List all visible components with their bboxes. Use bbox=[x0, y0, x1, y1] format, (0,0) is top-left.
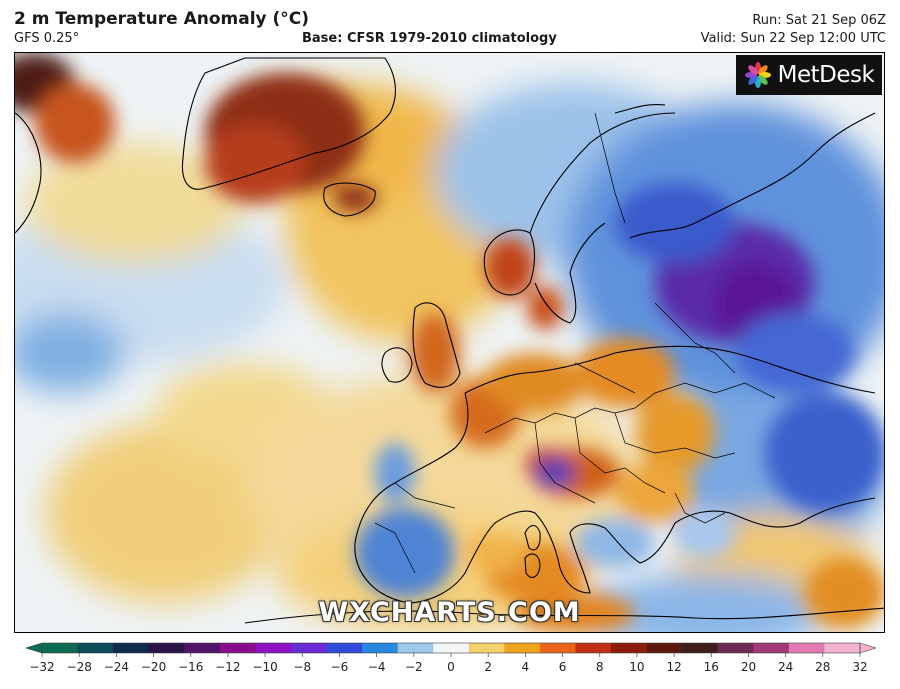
colorbar-cell bbox=[113, 643, 150, 653]
colorbar-cell bbox=[504, 643, 541, 653]
great-britain-outline bbox=[412, 302, 461, 388]
colorbar-cell bbox=[326, 643, 363, 653]
colorbar-min-arrow bbox=[26, 642, 43, 654]
colorbar-max-arrow bbox=[859, 642, 876, 654]
colorbar-cell bbox=[682, 643, 719, 653]
border-line bbox=[374, 522, 416, 574]
colorbar-cell bbox=[753, 643, 790, 653]
colorbar-tick-label: 24 bbox=[778, 660, 793, 674]
corsica-outline bbox=[524, 524, 541, 551]
metdesk-logo: MetDesk bbox=[736, 55, 882, 95]
anomaly-map[interactable]: MetDesk WXCHARTS.COM bbox=[14, 52, 885, 633]
colorbar-cell bbox=[184, 643, 221, 653]
detail-anomaly-layer bbox=[15, 53, 884, 632]
border-line bbox=[484, 407, 636, 434]
colorbar-tick-label: 20 bbox=[741, 660, 756, 674]
colorbar-cell bbox=[575, 643, 612, 653]
colorbar-cell bbox=[611, 643, 648, 653]
colorbar-tick-label: −24 bbox=[104, 660, 129, 674]
climatology-base-label: Base: CFSR 1979-2010 climatology bbox=[302, 31, 557, 46]
border-line bbox=[574, 362, 636, 394]
colorbar-cell bbox=[42, 643, 79, 653]
colorbar-cell bbox=[148, 643, 185, 653]
colorbar-tick-label: −16 bbox=[178, 660, 203, 674]
valid-time-label: Valid: Sun 22 Sep 12:00 UTC bbox=[700, 31, 886, 46]
border-line bbox=[614, 412, 736, 459]
run-time-label: Run: Sat 21 Sep 06Z bbox=[752, 13, 886, 28]
iceland-outline bbox=[323, 182, 376, 217]
colorbar-cell bbox=[433, 643, 470, 653]
map-title: 2 m Temperature Anomaly (°C) bbox=[14, 9, 310, 29]
sardinia-outline bbox=[524, 553, 541, 578]
colorbar-tick-label: 12 bbox=[666, 660, 681, 674]
border-line bbox=[674, 492, 726, 524]
scandinavia-outline bbox=[529, 112, 676, 324]
anomaly-field bbox=[15, 53, 884, 632]
wxcharts-watermark: WXCHARTS.COM bbox=[318, 597, 581, 628]
border-line bbox=[394, 482, 456, 509]
colorbar-cell bbox=[255, 643, 292, 653]
border-line bbox=[634, 382, 776, 409]
metdesk-flower-icon bbox=[744, 62, 771, 88]
colorbar-tick-label: −2 bbox=[405, 660, 423, 674]
colorbar-tick-label: −20 bbox=[141, 660, 166, 674]
colorbar-tick-label: −32 bbox=[29, 660, 54, 674]
north-africa-coastline bbox=[244, 607, 884, 624]
border-line bbox=[574, 417, 666, 494]
colorbar-tick-label: −12 bbox=[215, 660, 240, 674]
border-line bbox=[534, 422, 596, 504]
colorbar-cell bbox=[468, 643, 505, 653]
country-borders bbox=[374, 112, 776, 574]
colorbar-tick-label: −28 bbox=[67, 660, 92, 674]
greenland-outline bbox=[181, 57, 396, 190]
colorbar-cell bbox=[290, 643, 328, 653]
colorbar-tick-label: 10 bbox=[629, 660, 644, 674]
colorbar-tick-label: 4 bbox=[522, 660, 530, 674]
color-scale-labels: −32 −28 −24 −20 −16 −12 −10 −8 −6 −4 −2 0 2 4 6 8 10 12 16… bbox=[29, 653, 868, 674]
colorbar-tick-label: 0 bbox=[447, 660, 455, 674]
colorbar-tick-label: 28 bbox=[815, 660, 830, 674]
model-label: GFS 0.25° bbox=[14, 31, 80, 46]
colorbar-cell bbox=[362, 643, 399, 653]
border-line bbox=[654, 302, 736, 374]
color-scale-cells bbox=[26, 642, 876, 654]
colorbar-tick-label: −8 bbox=[293, 660, 311, 674]
colorbar-cell bbox=[397, 643, 434, 653]
colorbar-cell bbox=[824, 643, 861, 653]
metdesk-logo-text: MetDesk bbox=[777, 62, 875, 88]
baltic-coast-outline bbox=[614, 104, 876, 239]
colorbar-tick-label: −10 bbox=[252, 660, 277, 674]
continental-coastline bbox=[354, 345, 876, 604]
coastlines bbox=[15, 57, 884, 624]
colorbar-cell bbox=[646, 643, 683, 653]
colorbar-tick-label: 2 bbox=[484, 660, 492, 674]
colorbar-tick-label: 8 bbox=[596, 660, 604, 674]
color-scale-legend: −32 −28 −24 −20 −16 −12 −10 −8 −6 −4 −2 0 2 4 6 8 10 12 16… bbox=[26, 642, 876, 674]
colorbar-cell bbox=[788, 643, 825, 653]
colorbar-cell bbox=[539, 643, 576, 653]
colorbar-tick-label: −4 bbox=[368, 660, 386, 674]
ireland-outline bbox=[381, 347, 413, 383]
border-line bbox=[594, 112, 626, 224]
colorbar-cell bbox=[717, 643, 754, 653]
colorbar-tick-label: 32 bbox=[852, 660, 867, 674]
colorbar-cell bbox=[77, 643, 114, 653]
norway-outline bbox=[483, 229, 536, 296]
colorbar-tick-label: −6 bbox=[331, 660, 349, 674]
colorbar-tick-label: 16 bbox=[704, 660, 719, 674]
colorbar-tick-label: 6 bbox=[559, 660, 567, 674]
canada-coastline bbox=[15, 112, 42, 234]
colorbar-cell bbox=[219, 643, 256, 653]
